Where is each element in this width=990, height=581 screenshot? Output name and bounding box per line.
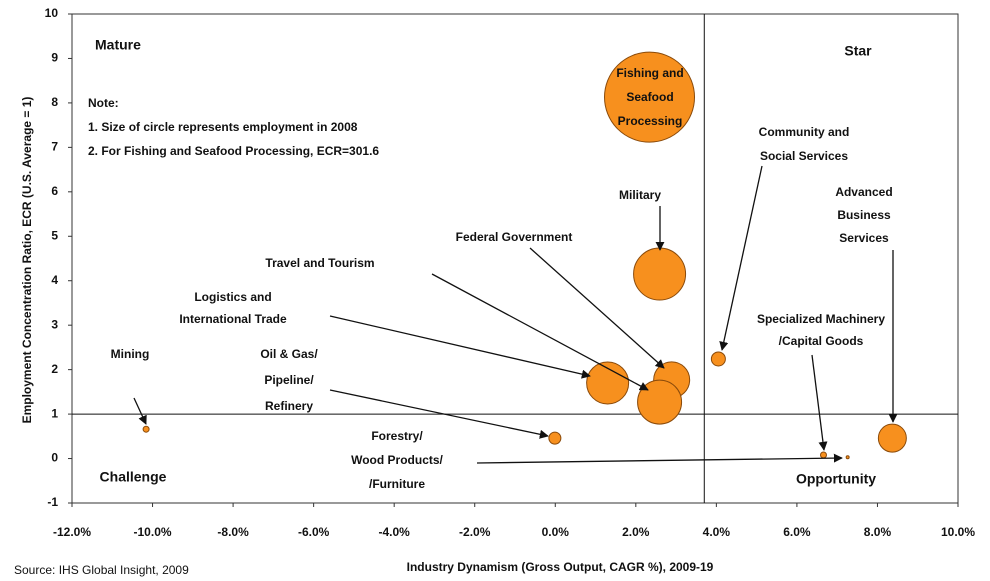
y-tick-label: 5 [51,228,58,242]
y-tick-label: 6 [51,184,58,198]
x-tick-label: 8.0% [864,525,892,539]
bubble [819,451,827,459]
x-tick-label: 6.0% [783,525,811,539]
point-label: Services [839,231,889,245]
bubble [710,351,726,367]
quadrant-label: Star [844,43,872,59]
y-tick-label: 1 [51,406,58,420]
annotation-arrow [476,453,843,464]
y-tick-label: 10 [45,6,59,20]
point-label: Specialized Machinery [757,312,885,326]
point-label: Processing [618,114,683,128]
y-tick-label: 0 [51,451,58,465]
x-tick-label: -10.0% [134,525,172,539]
point-label: Business [837,208,891,222]
point-label: Pipeline/ [264,373,314,387]
annotation-arrow [329,389,549,439]
x-tick-label: 2.0% [622,525,650,539]
bubble [548,431,562,445]
quadrant-label: Opportunity [796,471,876,487]
point-label: Oil & Gas/ [260,347,318,361]
bubble [142,425,150,433]
y-tick-label: 8 [51,95,58,109]
point-label: Social Services [760,149,848,163]
point-label: Mining [111,347,150,361]
y-tick-label: 7 [51,140,58,154]
bubble [586,361,630,405]
x-tick-label: 10.0% [941,525,975,539]
x-tick-label: -4.0% [379,525,411,539]
point-label: Refinery [265,399,313,413]
y-tick-label: 2 [51,362,58,376]
point-label: Community and [759,125,850,139]
point-label: /Furniture [369,477,425,491]
annotation-arrow [529,247,665,369]
bubble [633,247,687,301]
bubble [845,455,850,460]
point-label: Fishing and [616,66,683,80]
annotation-arrow [133,397,147,425]
y-tick-label: 3 [51,317,58,331]
point-label: Seafood [626,90,673,104]
annotation-arrow [431,273,649,391]
annotation-arrow [329,315,591,379]
annotation-arrow [811,354,828,451]
annotation-arrow [719,165,763,351]
x-tick-label: -6.0% [298,525,330,539]
point-label: Federal Government [456,230,573,244]
y-tick-label: 4 [51,273,58,287]
y-tick-label: 9 [51,51,58,65]
point-label: /Capital Goods [779,334,864,348]
point-label: Forestry/ [371,429,423,443]
bubble [604,51,696,143]
source: Source: IHS Global Insight, 2009 [14,563,189,577]
note: Note: [88,96,119,110]
bubble [637,379,683,425]
point-label: Military [619,188,661,202]
x-tick-label: 0.0% [542,525,570,539]
note: 1. Size of circle represents employment … [88,120,358,134]
x-tick-label: -8.0% [217,525,249,539]
point-label: Travel and Tourism [265,256,374,270]
x-axis-title: Industry Dynamism (Gross Output, CAGR %)… [407,560,714,574]
x-tick-label: 4.0% [703,525,731,539]
quadrant-label: Mature [95,37,141,53]
x-tick-label: -2.0% [459,525,491,539]
point-label: Wood Products/ [351,453,443,467]
point-label: Advanced [835,185,892,199]
plot-frame [71,13,959,504]
x-tick-label: -12.0% [53,525,91,539]
point-label: Logistics and [194,290,271,304]
point-label: International Trade [179,312,287,326]
note: 2. For Fishing and Seafood Processing, E… [88,144,379,158]
y-tick-label: -1 [47,495,58,509]
y-axis-title: Employment Concentration Ratio, ECR (U.S… [20,97,34,424]
quadrant-label: Challenge [100,469,167,485]
bubble [877,423,907,453]
